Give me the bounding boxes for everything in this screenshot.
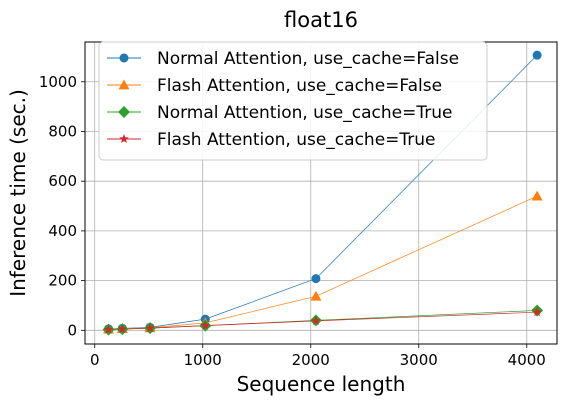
legend: Normal Attention, use_cache=False Flash A… [98,41,488,161]
x-tick-label: 4000 [508,351,546,369]
y-tick-label: 0 [67,321,77,339]
data-point-series-4 [532,307,542,317]
legend-box [98,41,488,161]
data-point-series-1 [532,50,542,60]
legend-marker-3 [118,106,130,118]
legend-marker-4 [119,134,129,144]
y-tick-label: 1000 [39,73,77,91]
chart-title: float16 [284,8,358,32]
legend-label-1: Normal Attention, use_cache=False [157,49,459,69]
legend-marker-1 [119,53,129,63]
data-point-series-2 [531,190,543,201]
legend-label-4: Flash Attention, use_cache=True [157,130,436,150]
data-point-series-4 [103,324,114,334]
x-tick-label: 2000 [292,351,330,369]
data-point-series-4 [117,324,128,334]
legend-label-2: Flash Attention, use_cache=False [157,76,442,96]
series-markers [102,50,544,336]
legend-label-3: Normal Attention, use_cache=True [157,103,452,123]
legend-marker-2 [118,79,130,90]
y-tick-label: 400 [48,222,77,240]
data-point-series-4 [200,320,211,330]
data-point-series-4 [311,315,321,325]
data-point-series-2 [310,290,322,301]
y-tick-label: 800 [48,122,77,140]
data-point-series-4 [145,323,155,333]
y-axis-label: Inference time (sec.) [6,89,30,297]
x-tick-label: 0 [90,351,100,369]
data-point-series-1 [311,274,321,284]
x-tick-label: 3000 [400,351,438,369]
y-tick-label: 600 [48,172,77,190]
ticks: 0 1000 2000 3000 4000 0 200 400 600 800 1000 [39,73,546,369]
x-axis-label: Sequence length [237,372,406,396]
y-tick-label: 200 [48,272,77,290]
x-tick-label: 1000 [184,351,222,369]
